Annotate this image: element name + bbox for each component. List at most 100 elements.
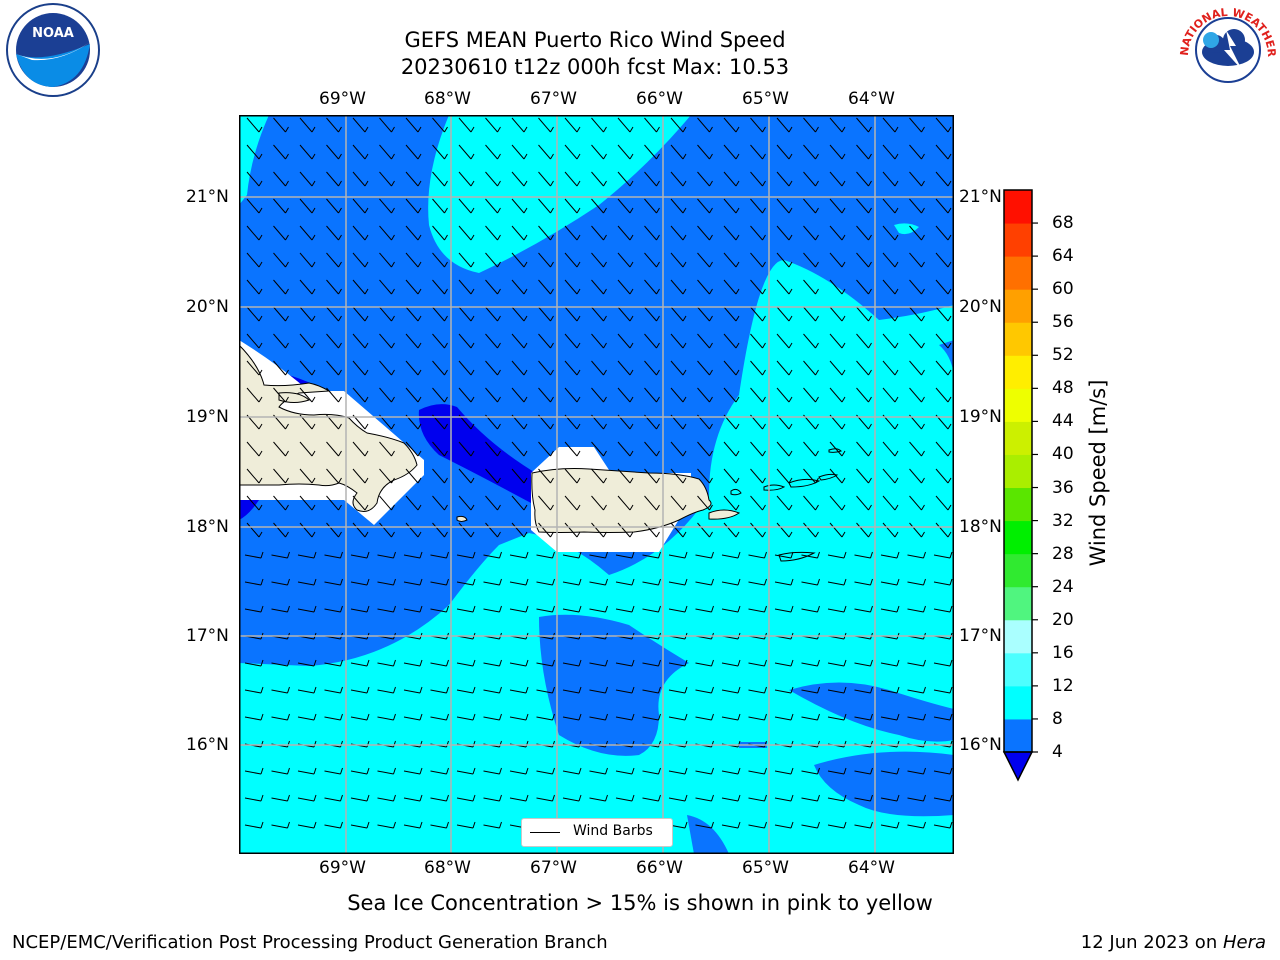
footer-branch: NCEP/EMC/Verification Post Processing Pr… — [12, 932, 608, 953]
wind-barb — [379, 333, 395, 349]
wind-barb — [880, 605, 900, 613]
wind-barb — [933, 767, 953, 775]
wind-barb — [379, 495, 395, 511]
wind-barb — [774, 821, 794, 829]
colorbar-segment — [1004, 553, 1032, 588]
wind-barb — [617, 225, 634, 241]
wind-barb — [536, 551, 555, 559]
wind-barb — [511, 198, 528, 214]
wind-barb — [326, 144, 342, 160]
wind-barb — [803, 225, 819, 241]
wind-barb — [352, 198, 369, 214]
wind-barb — [803, 441, 819, 457]
wind-barb — [882, 252, 899, 268]
wind-barb — [801, 551, 820, 559]
wind-barb — [485, 117, 501, 133]
wind-barb — [854, 551, 873, 559]
map-frame — [239, 115, 954, 854]
wind-barb — [697, 144, 713, 160]
wind-barb — [273, 522, 289, 538]
wind-barb — [644, 495, 660, 511]
wind-barb — [668, 551, 688, 559]
wind-contour-8-12 — [894, 223, 919, 235]
lon-label-top: 64°W — [848, 89, 895, 109]
wind-barb — [748, 605, 767, 613]
wind-barb — [271, 578, 290, 586]
colorbar-segment — [1004, 487, 1032, 522]
wind-barb — [909, 225, 925, 241]
wind-barb — [405, 144, 422, 160]
wind-barb — [642, 686, 661, 694]
wind-barb — [670, 144, 687, 160]
wind-barb — [273, 441, 289, 457]
wind-barb — [352, 279, 369, 295]
wind-barb — [299, 252, 316, 268]
wind-barb — [827, 551, 847, 559]
wind-barb — [697, 360, 713, 376]
land-mona — [456, 515, 468, 522]
wind-barb — [644, 387, 660, 403]
wind-barb — [324, 551, 343, 559]
wind-barb — [750, 279, 766, 295]
wind-barb — [617, 306, 634, 322]
wind-barb — [483, 605, 502, 613]
colorbar-tick-label: 64 — [1052, 246, 1074, 267]
wind-barb — [485, 333, 501, 349]
wind-barb — [880, 767, 900, 775]
wind-barb — [299, 387, 316, 403]
wind-barb — [882, 225, 899, 241]
wind-barb — [748, 686, 767, 694]
wind-barb — [458, 387, 475, 403]
wind-barb — [854, 659, 873, 667]
wind-barb — [644, 360, 660, 376]
wind-barb — [829, 387, 846, 403]
wind-barb — [538, 144, 554, 160]
wind-barb — [297, 605, 317, 613]
wind-barb — [562, 767, 582, 775]
wind-barb — [430, 659, 449, 667]
wind-barb — [511, 117, 528, 133]
wind-barb — [670, 306, 687, 322]
wind-barb — [297, 821, 317, 829]
wind-barb — [297, 767, 317, 775]
wind-barb — [244, 686, 264, 694]
wind-barb — [458, 117, 475, 133]
wind-barb — [668, 578, 688, 586]
wind-barb — [350, 794, 370, 802]
wind-barb — [377, 551, 396, 559]
wind-barb — [483, 686, 502, 694]
wind-barb — [485, 522, 501, 538]
wind-barb — [538, 225, 554, 241]
wind-barb — [405, 387, 422, 403]
wind-barb — [617, 198, 634, 214]
wind-barb — [801, 659, 820, 667]
wind-barb — [352, 252, 369, 268]
wind-barb — [405, 441, 422, 457]
wind-barb — [909, 117, 925, 133]
wind-barb — [801, 821, 820, 829]
wind-barb — [856, 360, 872, 376]
wind-barb — [880, 794, 900, 802]
wind-barb — [589, 605, 608, 613]
wind-barb — [326, 171, 342, 187]
wind-barb — [509, 659, 529, 667]
wind-barb — [299, 333, 316, 349]
wind-barb — [774, 551, 794, 559]
wind-barb — [935, 279, 952, 295]
wind-barb — [803, 144, 819, 160]
noaa-logo: NOAA — [6, 3, 100, 97]
wind-barb — [776, 279, 793, 295]
wind-barb — [326, 225, 342, 241]
footer-date-text: 12 Jun 2023 on — [1080, 932, 1223, 953]
wind-barb — [324, 713, 343, 721]
wind-barb — [697, 387, 713, 403]
wind-barb — [246, 117, 263, 133]
wind-barbs — [244, 117, 953, 829]
wind-barb — [297, 794, 317, 802]
wind-barb — [456, 605, 476, 613]
wind-barb — [776, 144, 793, 160]
wind-barb — [403, 686, 423, 694]
wind-barb — [458, 333, 475, 349]
wind-barb — [538, 117, 554, 133]
wind-barb — [695, 713, 714, 721]
